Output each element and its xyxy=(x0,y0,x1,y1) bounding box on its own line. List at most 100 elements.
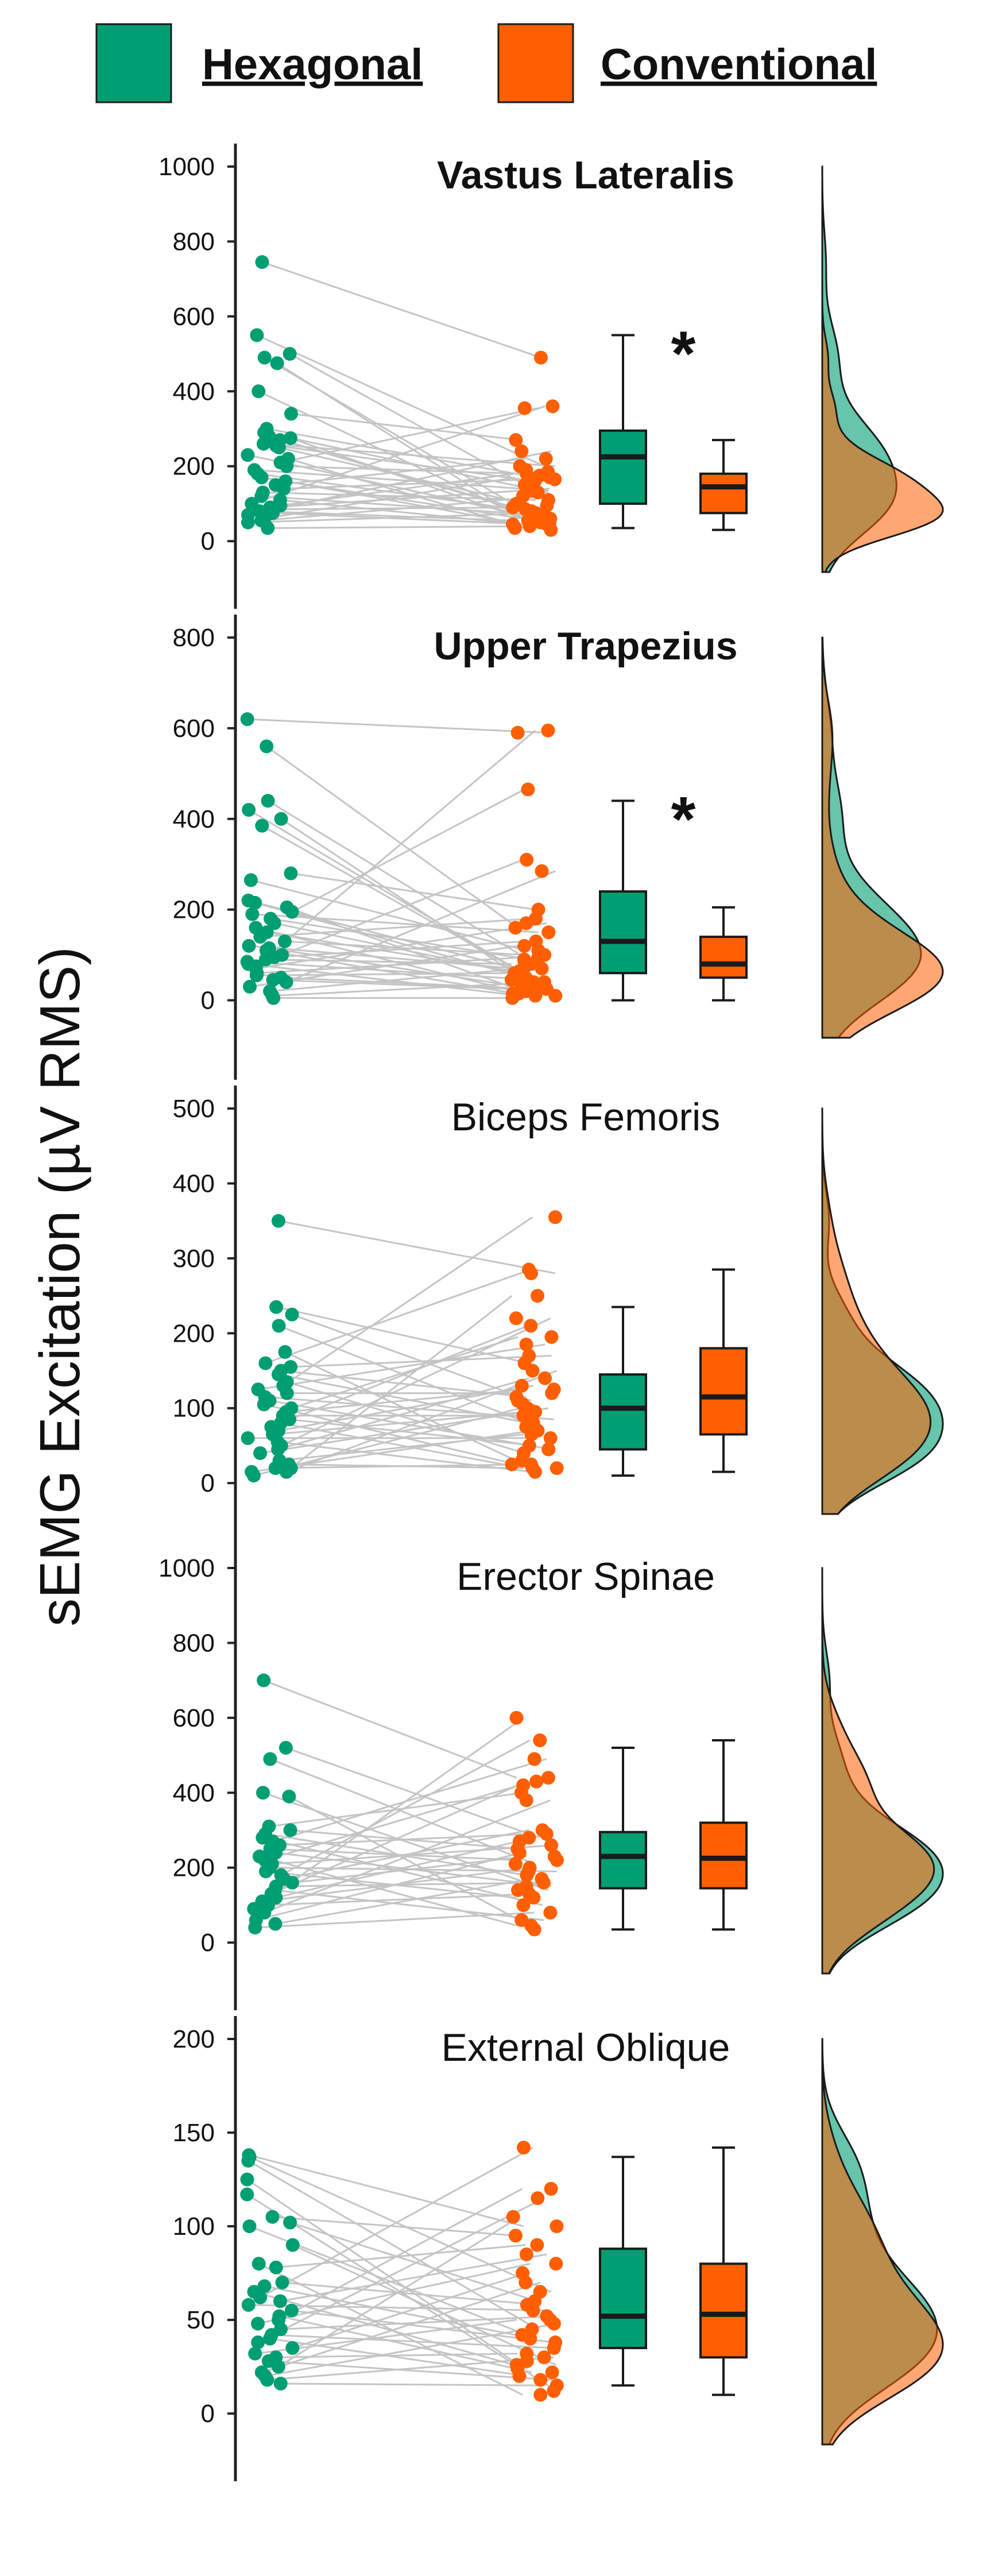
connector-line xyxy=(251,405,545,505)
connector-line xyxy=(290,1295,513,1469)
hexagonal-point xyxy=(277,934,292,948)
connector-line xyxy=(286,1370,558,1473)
connector-line xyxy=(260,1407,549,1454)
conventional-point xyxy=(512,2369,527,2383)
panel-upper-trapezius: 0 200 400 600 800 Upper Trapezius * xyxy=(173,615,944,1080)
hexagonal-point xyxy=(252,2257,266,2271)
conventional-point xyxy=(511,1883,525,1897)
hexagonal-point xyxy=(285,2341,300,2355)
hexagonal-point xyxy=(280,459,294,473)
hexagonal-point xyxy=(253,1446,268,1460)
connector-line xyxy=(257,2262,531,2325)
conventional-point xyxy=(508,1857,523,1871)
conventional-point xyxy=(533,1733,547,1747)
connector-line xyxy=(258,390,547,529)
y-axis-label: sEMG Excitation (µV RMS) xyxy=(28,947,91,1627)
conventional-point xyxy=(509,1710,524,1725)
conventional-point xyxy=(524,1457,538,1472)
hexagonal-point xyxy=(243,873,258,887)
y-tick-label: 400 xyxy=(173,805,215,833)
connector-line xyxy=(270,1324,529,1428)
conventional-point xyxy=(521,782,535,797)
hexagonal-point xyxy=(283,2215,297,2230)
y-tick-label: 0 xyxy=(201,1469,215,1497)
hexagonal-point xyxy=(260,739,274,754)
conventional-point xyxy=(526,2303,540,2318)
conventional-point xyxy=(519,916,533,930)
connector-line xyxy=(281,859,524,956)
conventional-box xyxy=(699,1347,748,1436)
connector-line xyxy=(280,2382,541,2386)
connector-line xyxy=(258,2262,523,2396)
conventional-point xyxy=(531,2191,545,2206)
connector-line xyxy=(262,1837,543,1906)
connector-line xyxy=(248,2304,551,2312)
conventional-box xyxy=(699,2262,748,2359)
conventional-density xyxy=(821,1107,932,1515)
hexagonal-point xyxy=(275,2275,289,2289)
conventional-point xyxy=(531,485,545,500)
y-tick-label: 600 xyxy=(173,303,215,331)
y-tick-label: 1000 xyxy=(158,1554,215,1582)
hexagonal-point xyxy=(285,1875,299,1890)
hexagonal-point xyxy=(241,515,255,530)
connector-line xyxy=(256,922,547,970)
connector-line xyxy=(276,2244,526,2269)
panel-erector-spinae: 0 200 400 600 800 1000 Erector Spinae xyxy=(158,1545,944,2010)
hexagonal-point xyxy=(273,2294,288,2308)
conventional-point xyxy=(523,2331,537,2346)
connector-line xyxy=(260,917,531,938)
connector-line xyxy=(287,465,523,475)
hexagonal-point xyxy=(266,973,280,987)
connector-line xyxy=(285,870,556,983)
connector-line xyxy=(261,2281,541,2373)
conventional-point xyxy=(527,1922,541,1937)
conventional-point xyxy=(508,921,523,935)
legend-swatch-conventional xyxy=(497,23,574,103)
hexagonal-point xyxy=(256,437,270,451)
connector-line xyxy=(275,1463,531,1469)
connector-line xyxy=(278,1385,534,1432)
conventional-point xyxy=(530,2238,544,2252)
hexagonal-point xyxy=(274,812,288,826)
connector-line xyxy=(266,428,527,477)
conventional-point xyxy=(540,499,554,513)
conventional-point xyxy=(524,1266,539,1280)
y-tick-label: 0 xyxy=(201,1929,215,1957)
connector-line xyxy=(250,879,527,952)
conventional-point xyxy=(506,500,520,515)
hexagonal-point xyxy=(240,2187,254,2202)
panel-title: Vastus Lateralis xyxy=(437,153,734,197)
connector-line xyxy=(292,2272,528,2349)
conventional-density xyxy=(821,2038,944,2446)
conventional-point xyxy=(545,1386,559,1400)
connector-line xyxy=(289,353,525,486)
hexagonal-point xyxy=(284,431,298,445)
hexagonal-point xyxy=(245,907,260,921)
hexagonal-point xyxy=(279,975,293,989)
connector-line xyxy=(283,1216,533,1387)
hexagonal-point xyxy=(253,930,268,944)
hexagonal-point xyxy=(269,1845,283,1860)
legend-label-conventional: Conventional xyxy=(601,40,877,89)
hexagonal-point xyxy=(253,2291,268,2304)
conventional-point xyxy=(536,1875,551,1890)
conventional-box xyxy=(699,936,748,979)
conventional-point xyxy=(544,2181,558,2196)
hexagonal-point xyxy=(268,1461,283,1476)
connector-line xyxy=(260,2146,534,2299)
connector-line xyxy=(261,495,547,522)
conventional-point xyxy=(538,1371,552,1385)
connector-line xyxy=(257,2197,545,2343)
connector-line xyxy=(255,1911,535,1929)
hexagonal-point xyxy=(258,1356,273,1370)
conventional-density xyxy=(821,636,944,1039)
y-tick-label: 300 xyxy=(173,1245,215,1273)
conventional-point xyxy=(549,2257,563,2271)
hexagonal-point xyxy=(248,895,262,910)
conventional-point xyxy=(520,852,534,867)
hexagonal-point xyxy=(241,1431,255,1445)
conventional-box xyxy=(699,472,748,515)
conventional-point xyxy=(512,986,526,1001)
